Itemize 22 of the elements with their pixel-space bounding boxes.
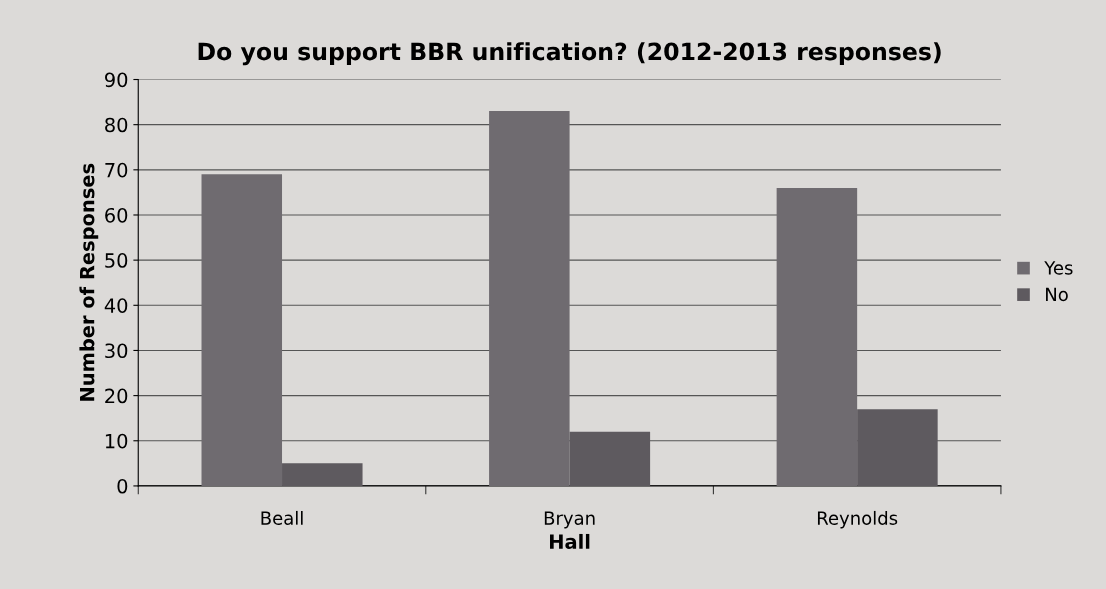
- y-tick-label: 30: [105, 343, 128, 359]
- chart-title: Do you support BBR unification? (2012-2013 responses): [198, 42, 941, 66]
- y-tick-label: 70: [105, 162, 128, 178]
- x-axis-title: Hall: [550, 533, 590, 550]
- bar: [201, 174, 283, 486]
- legend-label: No: [1046, 287, 1068, 302]
- y-tick-label: 10: [105, 433, 128, 449]
- y-tick-label: 80: [105, 117, 128, 133]
- x-tick-label: Reynolds: [817, 510, 898, 529]
- y-tick-label: 90: [105, 72, 128, 88]
- bar: [282, 463, 363, 486]
- y-tick-label: 20: [105, 388, 128, 404]
- bar: [776, 187, 858, 486]
- y-axis-title: Number of Responses: [79, 163, 99, 401]
- bar: [489, 111, 570, 486]
- y-tick-label: 40: [104, 298, 128, 313]
- x-tick-label: Bryan: [544, 511, 595, 529]
- y-tick-label: 60: [105, 207, 128, 223]
- legend-label: Yes: [1044, 261, 1073, 275]
- x-tick-label: Beall: [261, 510, 303, 525]
- y-tick-label: 50: [105, 253, 128, 268]
- y-tick-label: 0: [117, 478, 128, 494]
